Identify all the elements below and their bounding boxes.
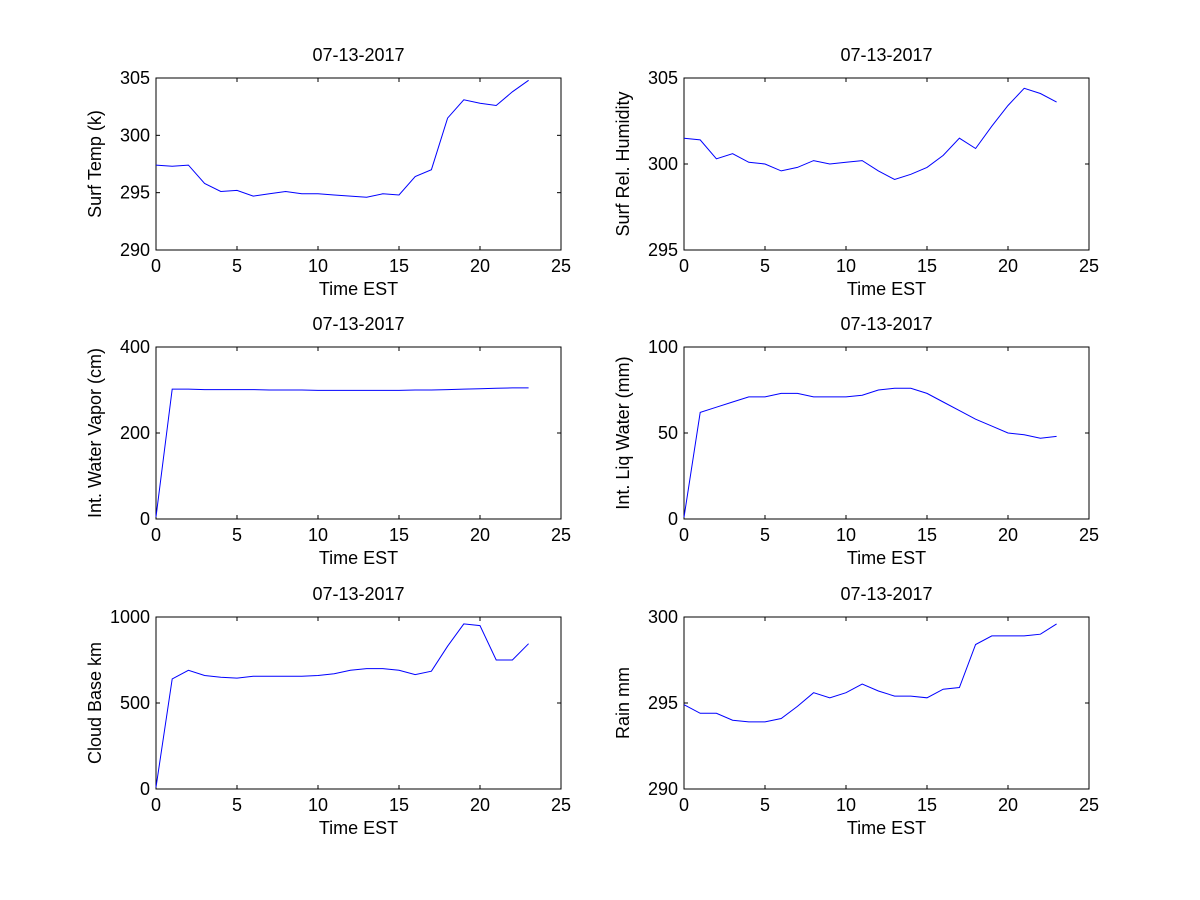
x-axis-label: Time EST [847, 279, 926, 299]
y-axis-label: Cloud Base km [85, 642, 105, 764]
x-tick-label: 25 [1079, 525, 1099, 545]
series-line [155, 623, 529, 788]
x-tick-label: 20 [998, 256, 1018, 276]
x-tick-label: 15 [389, 525, 409, 545]
chart-title: 07-13-2017 [840, 314, 932, 334]
x-tick-label: 20 [470, 525, 490, 545]
x-tick-label: 0 [679, 525, 689, 545]
x-tick-label: 5 [232, 795, 242, 815]
y-tick-label: 300 [648, 154, 678, 174]
x-tick-label: 10 [836, 256, 856, 276]
x-axis-label: Time EST [847, 548, 926, 568]
x-tick-label: 5 [760, 525, 770, 545]
chart-panel-2: 0 5 10 15 20 25 295 300 305 07-13-2017 Time EST Sur… [613, 45, 1099, 299]
y-tick-label: 0 [140, 509, 150, 529]
chart-panel-1: 0 5 10 15 20 25 290 295 300 305 07-13-2017 Time EST… [85, 45, 571, 299]
x-tick-label: 10 [308, 256, 328, 276]
x-tick-label: 15 [917, 795, 937, 815]
x-tick-label: 25 [551, 256, 571, 276]
x-tick-label: 5 [232, 256, 242, 276]
y-tick-label: 50 [658, 423, 678, 443]
chart-panel-4: 0 5 10 15 20 25 0 50 100 07-13-2017 Time EST Int. L… [613, 314, 1099, 568]
x-tick-label: 25 [1079, 256, 1099, 276]
y-tick-label: 295 [120, 183, 150, 203]
x-tick-label: 15 [389, 795, 409, 815]
x-tick-label: 0 [679, 795, 689, 815]
x-tick-label: 0 [151, 256, 161, 276]
plot-area [683, 77, 1090, 251]
y-axis-label: Surf Temp (k) [85, 110, 105, 218]
y-tick-label: 295 [648, 240, 678, 260]
y-axis-label: Surf Rel. Humidity [613, 91, 633, 236]
series-line [155, 387, 529, 517]
y-axis-label: Rain mm [613, 667, 633, 739]
x-tick-label: 10 [836, 795, 856, 815]
x-axis-label: Time EST [319, 279, 398, 299]
x-tick-label: 15 [917, 256, 937, 276]
plot-area [155, 346, 562, 520]
x-tick-label: 15 [917, 525, 937, 545]
x-tick-label: 10 [836, 525, 856, 545]
chart-title: 07-13-2017 [312, 314, 404, 334]
x-tick-label: 5 [232, 525, 242, 545]
chart-panel-3: 0 5 10 15 20 25 0 200 400 07-13-2017 Time EST Int. … [85, 314, 571, 568]
chart-title: 07-13-2017 [312, 584, 404, 604]
y-tick-label: 295 [648, 693, 678, 713]
x-tick-label: 5 [760, 795, 770, 815]
y-tick-label: 300 [648, 607, 678, 627]
x-tick-label: 0 [679, 256, 689, 276]
y-tick-label: 305 [648, 68, 678, 88]
y-tick-label: 500 [120, 693, 150, 713]
x-axis-label: Time EST [847, 818, 926, 838]
y-tick-label: 1000 [110, 607, 150, 627]
series-line [155, 79, 529, 198]
x-tick-label: 20 [470, 256, 490, 276]
chart-title: 07-13-2017 [840, 45, 932, 65]
y-tick-label: 0 [140, 779, 150, 799]
y-tick-label: 200 [120, 423, 150, 443]
x-tick-label: 25 [551, 525, 571, 545]
y-axis-label: Int. Water Vapor (cm) [85, 348, 105, 518]
chart-panel-5: 0 5 10 15 20 25 0 500 1000 07-13-2017 Time EST Clou… [85, 584, 571, 838]
plot-area [683, 616, 1090, 790]
series-line [683, 387, 1057, 518]
x-axis-label: Time EST [319, 818, 398, 838]
chart-title: 07-13-2017 [312, 45, 404, 65]
plot-area [155, 77, 562, 251]
series-line [683, 87, 1057, 181]
x-tick-label: 0 [151, 525, 161, 545]
x-tick-label: 0 [151, 795, 161, 815]
y-axis-label: Int. Liq Water (mm) [613, 356, 633, 509]
x-tick-label: 20 [470, 795, 490, 815]
y-tick-label: 300 [120, 125, 150, 145]
y-tick-label: 100 [648, 337, 678, 357]
y-tick-label: 400 [120, 337, 150, 357]
x-tick-label: 5 [760, 256, 770, 276]
y-tick-label: 290 [120, 240, 150, 260]
y-tick-label: 290 [648, 779, 678, 799]
x-tick-label: 25 [1079, 795, 1099, 815]
y-tick-label: 0 [668, 509, 678, 529]
x-tick-label: 15 [389, 256, 409, 276]
x-tick-label: 20 [998, 795, 1018, 815]
plot-area [155, 616, 562, 790]
x-axis-label: Time EST [319, 548, 398, 568]
x-tick-label: 10 [308, 525, 328, 545]
x-tick-label: 10 [308, 795, 328, 815]
y-tick-label: 305 [120, 68, 150, 88]
chart-title: 07-13-2017 [840, 584, 932, 604]
chart-panel-6: 0 5 10 15 20 25 290 295 300 07-13-2017 Time EST Rai… [613, 584, 1099, 838]
x-tick-label: 20 [998, 525, 1018, 545]
plot-area [683, 346, 1090, 520]
series-line [683, 623, 1057, 723]
x-tick-label: 25 [551, 795, 571, 815]
